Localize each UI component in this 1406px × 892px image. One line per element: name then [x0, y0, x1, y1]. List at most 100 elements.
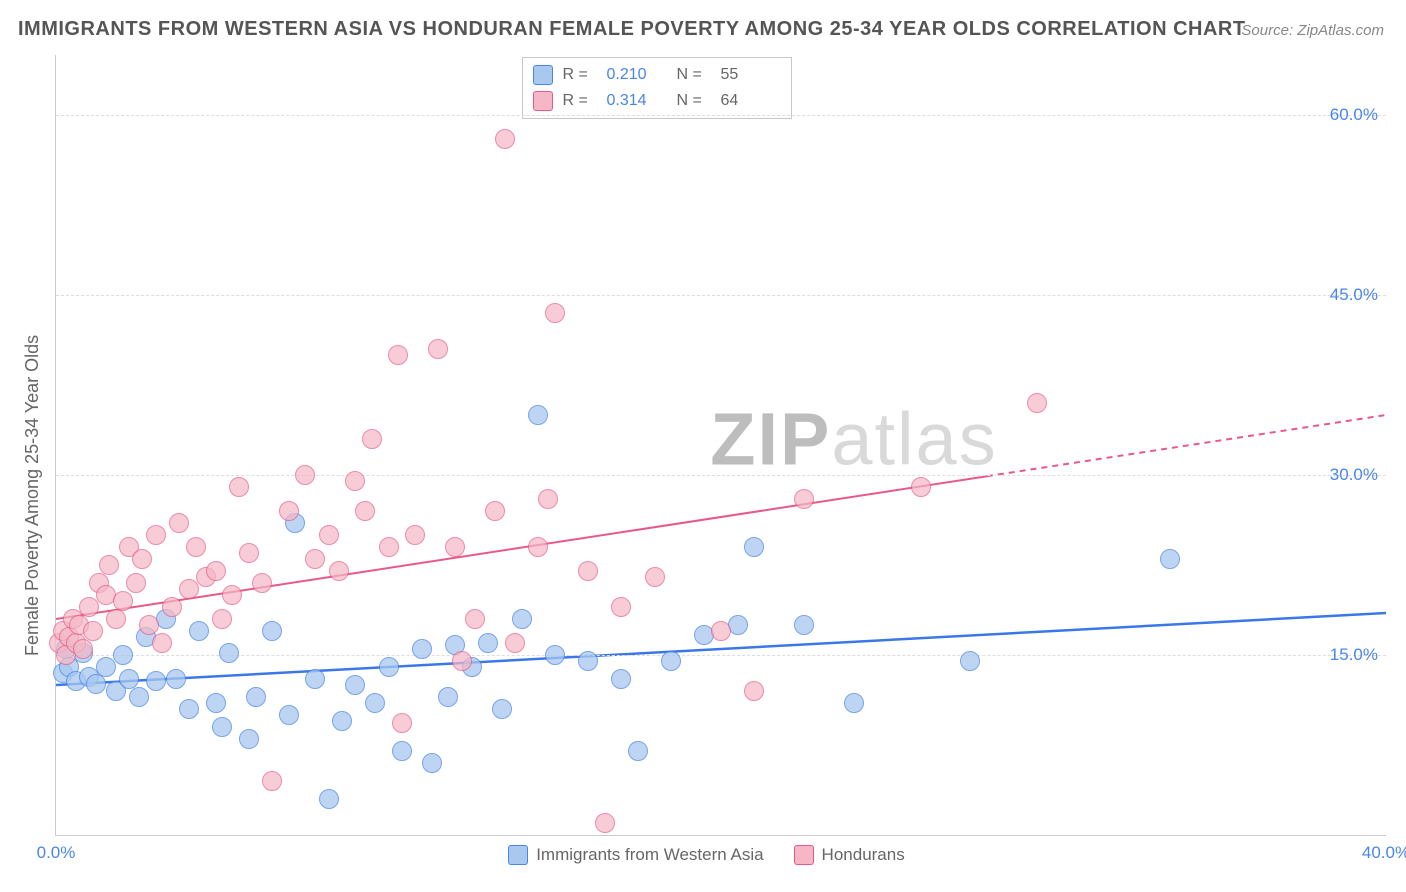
legend-swatch: [533, 91, 553, 111]
n-value: 64: [721, 88, 781, 114]
data-point: [86, 674, 106, 694]
trend-line-dashed: [987, 415, 1386, 476]
data-point: [512, 609, 532, 629]
data-point: [595, 813, 615, 833]
series-name: Immigrants from Western Asia: [536, 845, 763, 865]
data-point: [113, 645, 133, 665]
correlation-legend: R =0.210N =55R =0.314N =64: [522, 57, 792, 119]
data-point: [99, 555, 119, 575]
data-point: [119, 669, 139, 689]
data-point: [113, 591, 133, 611]
data-point: [505, 633, 525, 653]
x-tick-label: 40.0%: [1362, 843, 1406, 863]
data-point: [538, 489, 558, 509]
data-point: [146, 525, 166, 545]
data-point: [711, 621, 731, 641]
gridline: [56, 115, 1386, 116]
data-point: [452, 651, 472, 671]
data-point: [329, 561, 349, 581]
y-axis-label: Female Poverty Among 25-34 Year Olds: [22, 334, 43, 655]
data-point: [83, 621, 103, 641]
data-point: [405, 525, 425, 545]
data-point: [186, 537, 206, 557]
data-point: [422, 753, 442, 773]
data-point: [279, 501, 299, 521]
data-point: [545, 645, 565, 665]
data-point: [628, 741, 648, 761]
legend-row: R = 0.210 N = 55: [533, 62, 781, 88]
data-point: [229, 477, 249, 497]
y-tick-label: 15.0%: [1330, 645, 1378, 665]
data-point: [166, 669, 186, 689]
data-point: [305, 549, 325, 569]
data-point: [162, 597, 182, 617]
data-point: [206, 693, 226, 713]
data-point: [146, 671, 166, 691]
r-label: R =: [563, 88, 597, 114]
legend-row: R =0.314N =64: [533, 88, 781, 114]
data-point: [355, 501, 375, 521]
data-point: [545, 303, 565, 323]
data-point: [106, 609, 126, 629]
data-point: [295, 465, 315, 485]
data-point: [392, 741, 412, 761]
data-point: [129, 687, 149, 707]
gridline: [56, 475, 1386, 476]
data-point: [246, 687, 266, 707]
data-point: [169, 513, 189, 533]
data-point: [319, 789, 339, 809]
data-point: [428, 339, 448, 359]
data-point: [478, 633, 498, 653]
data-point: [528, 405, 548, 425]
data-point: [611, 669, 631, 689]
source-prefix: Source:: [1241, 22, 1297, 39]
r-value: 0.210: [607, 62, 667, 88]
y-tick-label: 60.0%: [1330, 105, 1378, 125]
data-point: [262, 621, 282, 641]
series-legend: Immigrants from Western Asia Hondurans: [508, 845, 905, 865]
data-point: [445, 537, 465, 557]
data-point: [239, 543, 259, 563]
data-point: [345, 675, 365, 695]
data-point: [744, 681, 764, 701]
gridline: [56, 295, 1386, 296]
legend-item: Hondurans: [794, 845, 905, 865]
data-point: [139, 615, 159, 635]
data-point: [206, 561, 226, 581]
data-point: [661, 651, 681, 671]
data-point: [332, 711, 352, 731]
n-value: 55: [721, 62, 781, 88]
data-point: [212, 717, 232, 737]
legend-swatch: [508, 845, 528, 865]
data-point: [379, 537, 399, 557]
source-link[interactable]: ZipAtlas.com: [1297, 22, 1384, 39]
y-tick-label: 45.0%: [1330, 285, 1378, 305]
data-point: [528, 537, 548, 557]
legend-item: Immigrants from Western Asia: [508, 845, 763, 865]
series-name: Hondurans: [822, 845, 905, 865]
scatter-plot-area: ZIPatlas R =0.210N =55R =0.314N =64 Immi…: [55, 55, 1386, 836]
data-point: [219, 643, 239, 663]
data-point: [495, 129, 515, 149]
data-point: [392, 713, 412, 733]
trend-lines: [56, 55, 1386, 835]
legend-swatch: [794, 845, 814, 865]
gridline: [56, 655, 1386, 656]
data-point: [279, 705, 299, 725]
data-point: [465, 609, 485, 629]
r-label: R =: [563, 62, 597, 88]
n-label: N =: [677, 88, 711, 114]
data-point: [345, 471, 365, 491]
data-point: [73, 639, 93, 659]
n-label: N =: [677, 62, 711, 88]
data-point: [960, 651, 980, 671]
data-point: [645, 567, 665, 587]
data-point: [1160, 549, 1180, 569]
data-point: [794, 489, 814, 509]
data-point: [911, 477, 931, 497]
data-point: [744, 537, 764, 557]
data-point: [388, 345, 408, 365]
data-point: [1027, 393, 1047, 413]
data-point: [844, 693, 864, 713]
y-tick-label: 30.0%: [1330, 465, 1378, 485]
